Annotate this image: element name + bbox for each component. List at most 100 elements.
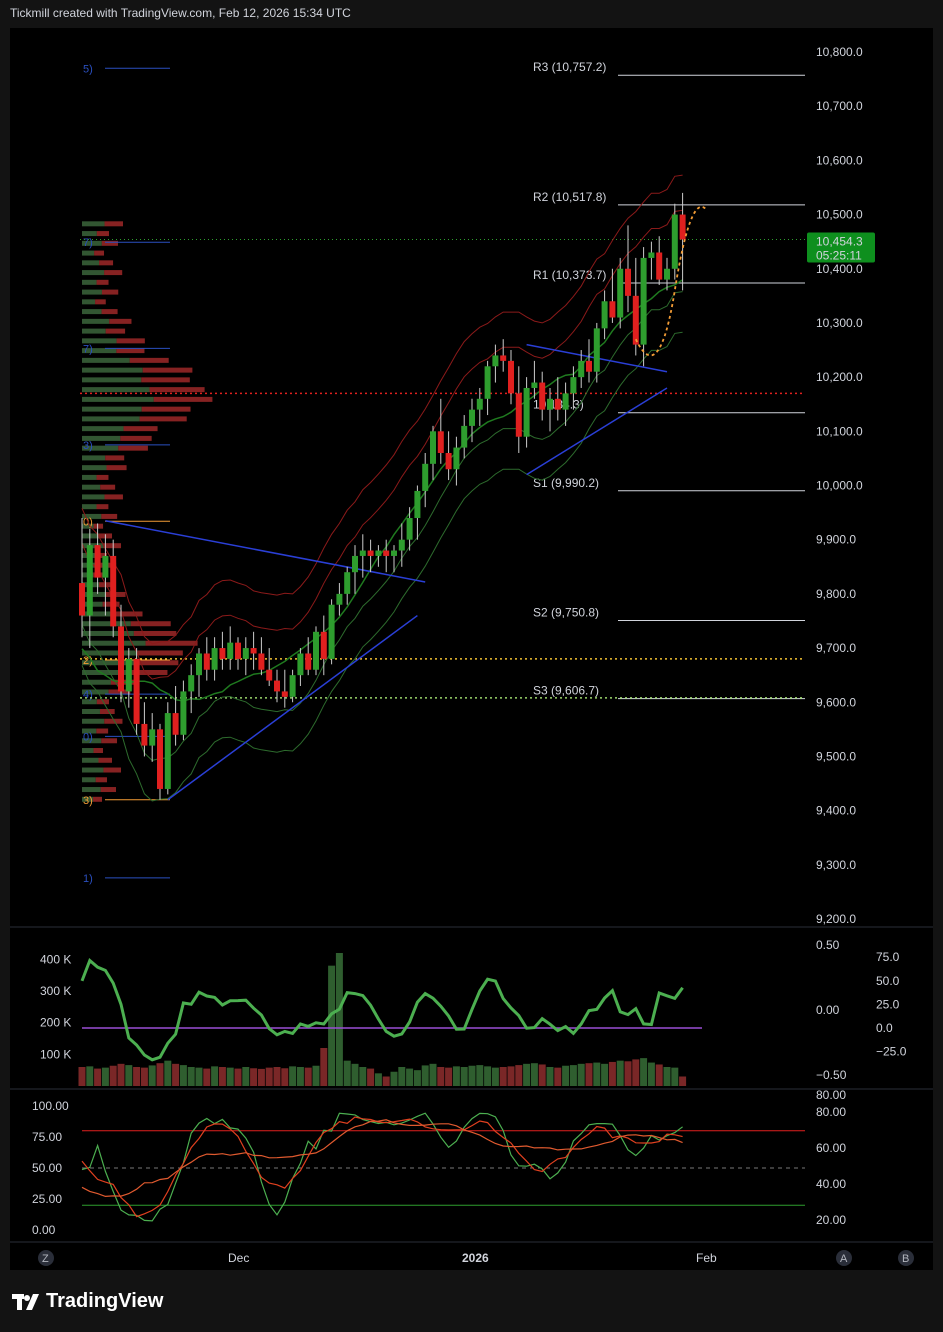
volume-profile-bar-bear [141, 406, 191, 412]
price-badge-price: 10,454.3 [816, 234, 863, 248]
footer-brand-text: TradingView [46, 1290, 164, 1312]
volume-profile-bar-bull [82, 640, 146, 646]
volume-profile-bar-bear [134, 660, 179, 666]
candle-body [79, 583, 85, 616]
price-axis-tick: 9,200.0 [816, 912, 856, 926]
price-badge [807, 232, 875, 263]
volume-profile-bar-bear [139, 416, 187, 422]
volume-profile-bar-bull [82, 660, 135, 666]
candle-body [180, 691, 187, 735]
volume-profile-bar-bull [82, 650, 138, 656]
footer-brand: TradingView [12, 1290, 163, 1313]
volume-profile-bar-bull [82, 757, 99, 763]
volume-bar [507, 1066, 515, 1086]
candle-body [149, 729, 156, 746]
candle-body [593, 328, 600, 372]
volume-bar [663, 1067, 671, 1086]
candle-body [617, 268, 624, 318]
stoch-right-axis-tick-partial: 80.00 [816, 1088, 846, 1102]
volume-profile-bar-bull [82, 416, 140, 422]
chart-svg[interactable]: R3 (10,757.2) R2 (10,517.8) R1 (10,373.7) 1… [10, 28, 933, 1270]
candle-body [562, 393, 569, 410]
pivot-label: R2 (10,517.8) [533, 190, 606, 204]
volume-profile-bar-bull [82, 289, 102, 295]
volume-bar [546, 1067, 554, 1086]
volume-profile-bar-bear [101, 289, 119, 295]
volume-profile-bar-bear [99, 709, 115, 715]
volume-profile-bar-bull [82, 279, 97, 285]
candle-body [157, 729, 163, 789]
volume-profile-bar-bear [95, 552, 108, 558]
candle-body [625, 268, 631, 296]
volume-bar [179, 1065, 187, 1086]
candle-body [570, 377, 577, 394]
candle-body [172, 713, 179, 735]
candle-body [523, 387, 530, 437]
volume-profile-bar-bear [101, 738, 118, 744]
candle-body [492, 355, 499, 367]
volume-axis-tick: 100 K [40, 1047, 71, 1061]
candle-body [632, 295, 639, 345]
tradingview-logo-icon [12, 1293, 42, 1311]
band-upper-outer [81, 174, 683, 645]
volume-profile-bar-bull [82, 484, 101, 490]
candle-body [656, 252, 663, 280]
volume-profile-bar-bull [82, 367, 143, 373]
volume-bar [304, 1067, 312, 1086]
volume-bar [499, 1067, 507, 1086]
volume-bar [647, 1062, 655, 1086]
volume-bar [421, 1065, 429, 1086]
volume-profile-bar-bull [82, 738, 102, 744]
volume-profile-bar-bull [82, 455, 106, 461]
price-axis-tick: 9,900.0 [816, 533, 856, 547]
auto-scale-button-bg [836, 1250, 852, 1266]
volume-bar [133, 1067, 141, 1086]
candle-body [578, 360, 585, 378]
volume-bar [655, 1064, 663, 1086]
volume-profile-bar-bear [109, 318, 132, 324]
volume-profile-bar-bull [82, 621, 131, 627]
volume-profile-bar-bear [95, 299, 106, 305]
candle-body [86, 545, 93, 616]
volume-bar [632, 1059, 640, 1086]
fib-level-label: 7) [83, 343, 93, 355]
volume-bar [640, 1058, 648, 1086]
volume-bar [671, 1067, 679, 1086]
chart-frame[interactable]: R3 (10,757.2) R2 (10,517.8) R1 (10,373.7) 1… [10, 28, 933, 1270]
oscillator-mid-axis-tick: −0.50 [816, 1068, 847, 1082]
volume-profile-bar-bear [96, 504, 109, 510]
volume-profile-bar-bull [82, 435, 121, 441]
candle-body [94, 545, 101, 578]
volume-bar [554, 1067, 562, 1086]
fib-level-label: 0) [83, 731, 93, 743]
volume-profile-bar-bear [96, 728, 109, 734]
price-axis-tick: 9,800.0 [816, 587, 856, 601]
band-upper-inner [81, 209, 683, 680]
candle-body [383, 550, 390, 556]
volume-profile-bar-bear [128, 669, 168, 675]
volume-profile-bar-bear [96, 279, 109, 285]
volume-bar [382, 1076, 390, 1086]
candle-body [250, 648, 257, 654]
candles [79, 192, 686, 800]
candle-body [320, 631, 327, 659]
band-lower-inner [81, 291, 683, 761]
candle-body [375, 550, 382, 556]
price-axis-tick: 10,000.0 [816, 479, 863, 493]
volume-profile-bar-bear [100, 787, 116, 793]
candle-body [258, 653, 265, 670]
volume-bar [234, 1068, 242, 1086]
stoch-left-axis-tick: 100.00 [32, 1099, 69, 1113]
volume-profile-bar-bull [82, 240, 102, 246]
volume-profile-bar-bull [82, 465, 107, 471]
price-axis-tick: 10,500.0 [816, 208, 863, 222]
volume-profile-bar-bear [116, 338, 145, 344]
volume-bar [351, 1063, 359, 1086]
volume-bar [374, 1073, 382, 1086]
fib-level-label: 4) [83, 689, 93, 701]
volume-bar [601, 1063, 609, 1086]
volume-profile-bar-bull [82, 231, 97, 237]
volume-bar [226, 1067, 234, 1086]
volume-bar [156, 1063, 164, 1086]
volume-bar [273, 1067, 281, 1086]
